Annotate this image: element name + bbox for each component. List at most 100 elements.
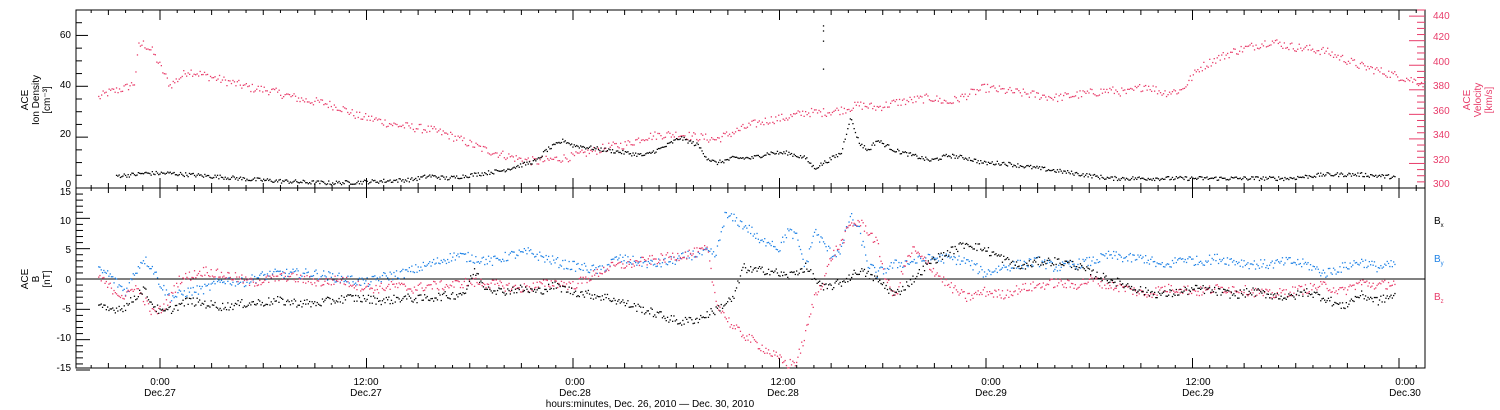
bz-point bbox=[613, 264, 615, 266]
density-point bbox=[852, 123, 854, 125]
velocity-point bbox=[472, 146, 474, 148]
by-point bbox=[831, 255, 834, 258]
bx-point bbox=[528, 291, 531, 294]
bz-point bbox=[332, 279, 334, 281]
bx-point bbox=[275, 300, 277, 302]
by-point bbox=[881, 266, 883, 269]
by-point bbox=[1124, 257, 1126, 259]
velocity-point bbox=[1246, 45, 1248, 48]
velocity-point bbox=[139, 45, 142, 47]
bz-point bbox=[1040, 287, 1042, 289]
bx-point bbox=[349, 294, 352, 296]
bz-point bbox=[1234, 290, 1236, 292]
by-point bbox=[210, 283, 212, 285]
bz-point bbox=[847, 226, 849, 228]
density-point bbox=[1193, 178, 1195, 180]
by-point bbox=[512, 251, 514, 253]
velocity-point bbox=[827, 112, 829, 114]
by-point bbox=[987, 269, 990, 271]
bx-point bbox=[888, 292, 890, 294]
velocity-point bbox=[1110, 89, 1112, 91]
density-point bbox=[1252, 176, 1254, 178]
velocity-point bbox=[1215, 62, 1217, 64]
bz-point bbox=[914, 250, 917, 252]
bx-point bbox=[117, 310, 119, 312]
density-point bbox=[1111, 176, 1114, 178]
by-point bbox=[302, 272, 304, 274]
bz-point bbox=[866, 232, 868, 234]
bx-point bbox=[872, 279, 874, 282]
velocity-point bbox=[156, 61, 158, 63]
by-point bbox=[407, 270, 409, 273]
velocity-point bbox=[1230, 51, 1232, 53]
by-point bbox=[1387, 262, 1390, 265]
bz-point bbox=[797, 356, 799, 358]
bx-point bbox=[760, 268, 762, 270]
density-point bbox=[564, 140, 566, 142]
by-point bbox=[890, 262, 892, 264]
by-point bbox=[670, 256, 672, 258]
by-point bbox=[444, 260, 446, 262]
bz-point bbox=[349, 284, 352, 286]
velocity-point bbox=[906, 99, 908, 102]
density-point bbox=[238, 177, 240, 179]
bz-point bbox=[1078, 286, 1080, 288]
density-point bbox=[1023, 167, 1025, 169]
velocity-point bbox=[858, 105, 860, 107]
density-point bbox=[822, 162, 825, 165]
bz-point bbox=[387, 285, 389, 288]
bx-point bbox=[338, 297, 340, 300]
density-point bbox=[141, 172, 143, 175]
bz-point bbox=[289, 275, 292, 278]
by-point bbox=[190, 287, 192, 289]
bz-point bbox=[206, 272, 208, 274]
bz-point bbox=[1155, 287, 1157, 289]
bz-point bbox=[960, 289, 963, 291]
velocity-point bbox=[1006, 91, 1008, 93]
density-point bbox=[360, 180, 362, 183]
bz-point bbox=[531, 290, 533, 292]
bz-point bbox=[610, 261, 612, 264]
velocity-point bbox=[168, 85, 170, 87]
bz-point bbox=[224, 277, 226, 279]
density-point bbox=[344, 180, 347, 182]
density-point bbox=[917, 157, 919, 160]
bz-point bbox=[1393, 280, 1395, 282]
bz-point bbox=[1320, 281, 1322, 283]
bz-point bbox=[1208, 285, 1211, 287]
velocity-point bbox=[1136, 87, 1138, 89]
bx-point bbox=[159, 308, 161, 310]
bx-point bbox=[704, 317, 706, 319]
bx-point bbox=[611, 300, 614, 302]
bz-point bbox=[1056, 285, 1059, 287]
bx-point bbox=[743, 263, 745, 265]
density-point bbox=[939, 158, 941, 160]
velocity-point bbox=[763, 124, 765, 126]
velocity-point bbox=[1382, 73, 1384, 75]
bx-point bbox=[274, 300, 276, 302]
bx-point bbox=[663, 315, 665, 317]
bz-point bbox=[509, 290, 511, 293]
by-point bbox=[173, 296, 175, 299]
bz-point bbox=[1357, 282, 1359, 285]
by-point bbox=[200, 288, 202, 290]
velocity-point bbox=[1098, 94, 1101, 96]
velocity-point bbox=[1064, 92, 1066, 94]
bz-point bbox=[964, 297, 967, 299]
bx-point bbox=[603, 298, 605, 301]
density-point bbox=[952, 153, 954, 155]
bz-point bbox=[1240, 291, 1243, 293]
bx-point bbox=[559, 285, 561, 288]
by-point bbox=[1350, 266, 1353, 268]
density-point bbox=[668, 142, 670, 144]
by-point bbox=[1284, 262, 1286, 264]
bx-point bbox=[477, 273, 479, 275]
by-point bbox=[498, 259, 500, 261]
velocity-point bbox=[251, 83, 253, 86]
bx-point bbox=[560, 291, 563, 293]
by-point bbox=[236, 281, 238, 283]
by-point bbox=[774, 246, 776, 248]
density-point bbox=[801, 157, 803, 159]
by-point bbox=[687, 250, 689, 252]
by-point bbox=[507, 259, 509, 262]
